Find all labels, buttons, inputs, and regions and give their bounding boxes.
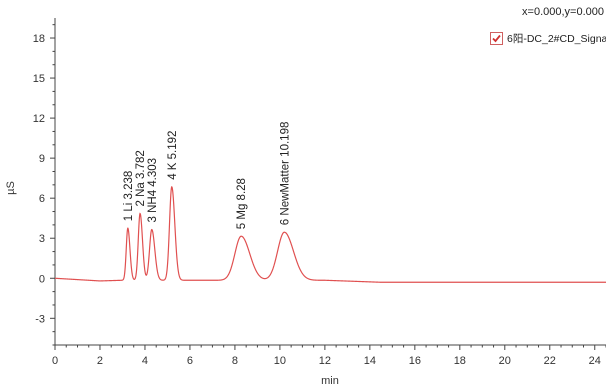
peak-label: 6 NewMatter 10.198	[279, 122, 291, 226]
x-tick-label: 24	[589, 355, 601, 367]
x-tick-label: 16	[409, 355, 421, 367]
x-tick-label: 20	[499, 355, 511, 367]
y-tick-label: 15	[33, 73, 45, 85]
y-tick-label: 18	[33, 33, 45, 45]
x-tick-label: 12	[319, 355, 331, 367]
x-tick-label: 22	[544, 355, 556, 367]
checkmark-icon	[492, 34, 501, 43]
trace-layer	[54, 185, 606, 283]
y-tick-label: 6	[39, 193, 45, 205]
y-tick-label: 9	[39, 153, 45, 165]
coordinate-readout: x=0.000,y=0.000	[522, 6, 604, 18]
x-tick-label: 8	[232, 355, 238, 367]
y-tick-label: 0	[39, 273, 45, 285]
series-visibility-checkbox[interactable]	[490, 32, 503, 45]
peak-label: 4 K 5.192	[167, 131, 179, 180]
peak-label: 3 NH4 4.303	[147, 158, 159, 223]
x-tick-label: 2	[97, 355, 103, 367]
x-axis-title: min	[321, 375, 339, 387]
peak-label: 2 Na 3.782	[135, 150, 147, 206]
y-tick-label: 12	[33, 113, 45, 125]
legend[interactable]: 6阳-DC_2#CD_Signal	[490, 31, 606, 46]
x-tick-label: 4	[142, 355, 148, 367]
signal-trace	[54, 185, 606, 283]
x-tick-label: 14	[364, 355, 376, 367]
x-tick-label: 10	[274, 355, 286, 367]
x-tick-label: 18	[454, 355, 466, 367]
peak-label: 5 Mg 8.28	[236, 178, 248, 229]
y-axis-title: µS	[5, 181, 17, 195]
peak-labels: 1 Li 3.238 2 Na 3.782 3 NH4 4.303 4 K 5.192…	[123, 122, 292, 230]
legend-series-label: 6阳-DC_2#CD_Signal	[507, 33, 606, 45]
y-tick-label: 3	[39, 233, 45, 245]
x-tick-label: 6	[187, 355, 193, 367]
y-tick-label: -3	[35, 313, 45, 325]
x-tick-label: 0	[52, 355, 58, 367]
peak-label: 1 Li 3.238	[123, 171, 135, 222]
